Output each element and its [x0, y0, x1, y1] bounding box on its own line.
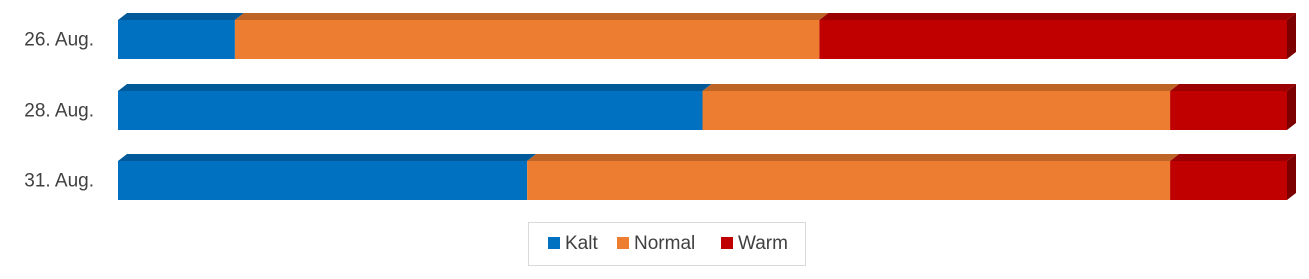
bar-top [234, 13, 829, 20]
legend-swatch [721, 237, 733, 249]
bar [118, 91, 703, 130]
bar-top [702, 84, 1180, 91]
bar [118, 20, 235, 59]
bar [819, 20, 1287, 59]
bar-top [1170, 84, 1296, 91]
bar-top [118, 84, 712, 91]
legend-label: Kalt [565, 233, 598, 254]
bar-top [527, 154, 1180, 161]
y-tick-label: 26. Aug. [24, 30, 94, 51]
bar-side [1287, 13, 1296, 59]
bar-side [1287, 84, 1296, 130]
bar-top [118, 154, 537, 161]
y-tick-label: 28. Aug. [24, 101, 94, 122]
bar [702, 91, 1171, 130]
bar [118, 161, 528, 200]
bar [1170, 161, 1287, 200]
y-tick-label: 31. Aug. [24, 171, 94, 192]
bar-top [118, 13, 244, 20]
legend-box [528, 222, 806, 266]
legend-swatch [548, 237, 560, 249]
bar [234, 20, 820, 59]
bar-top [819, 13, 1296, 20]
bar [1170, 91, 1287, 130]
bar-top [1170, 154, 1296, 161]
bar [527, 161, 1171, 200]
legend-label: Normal [634, 233, 695, 254]
legend-label: Warm [738, 233, 788, 254]
legend-swatch [617, 237, 629, 249]
bar-side [1287, 154, 1296, 200]
